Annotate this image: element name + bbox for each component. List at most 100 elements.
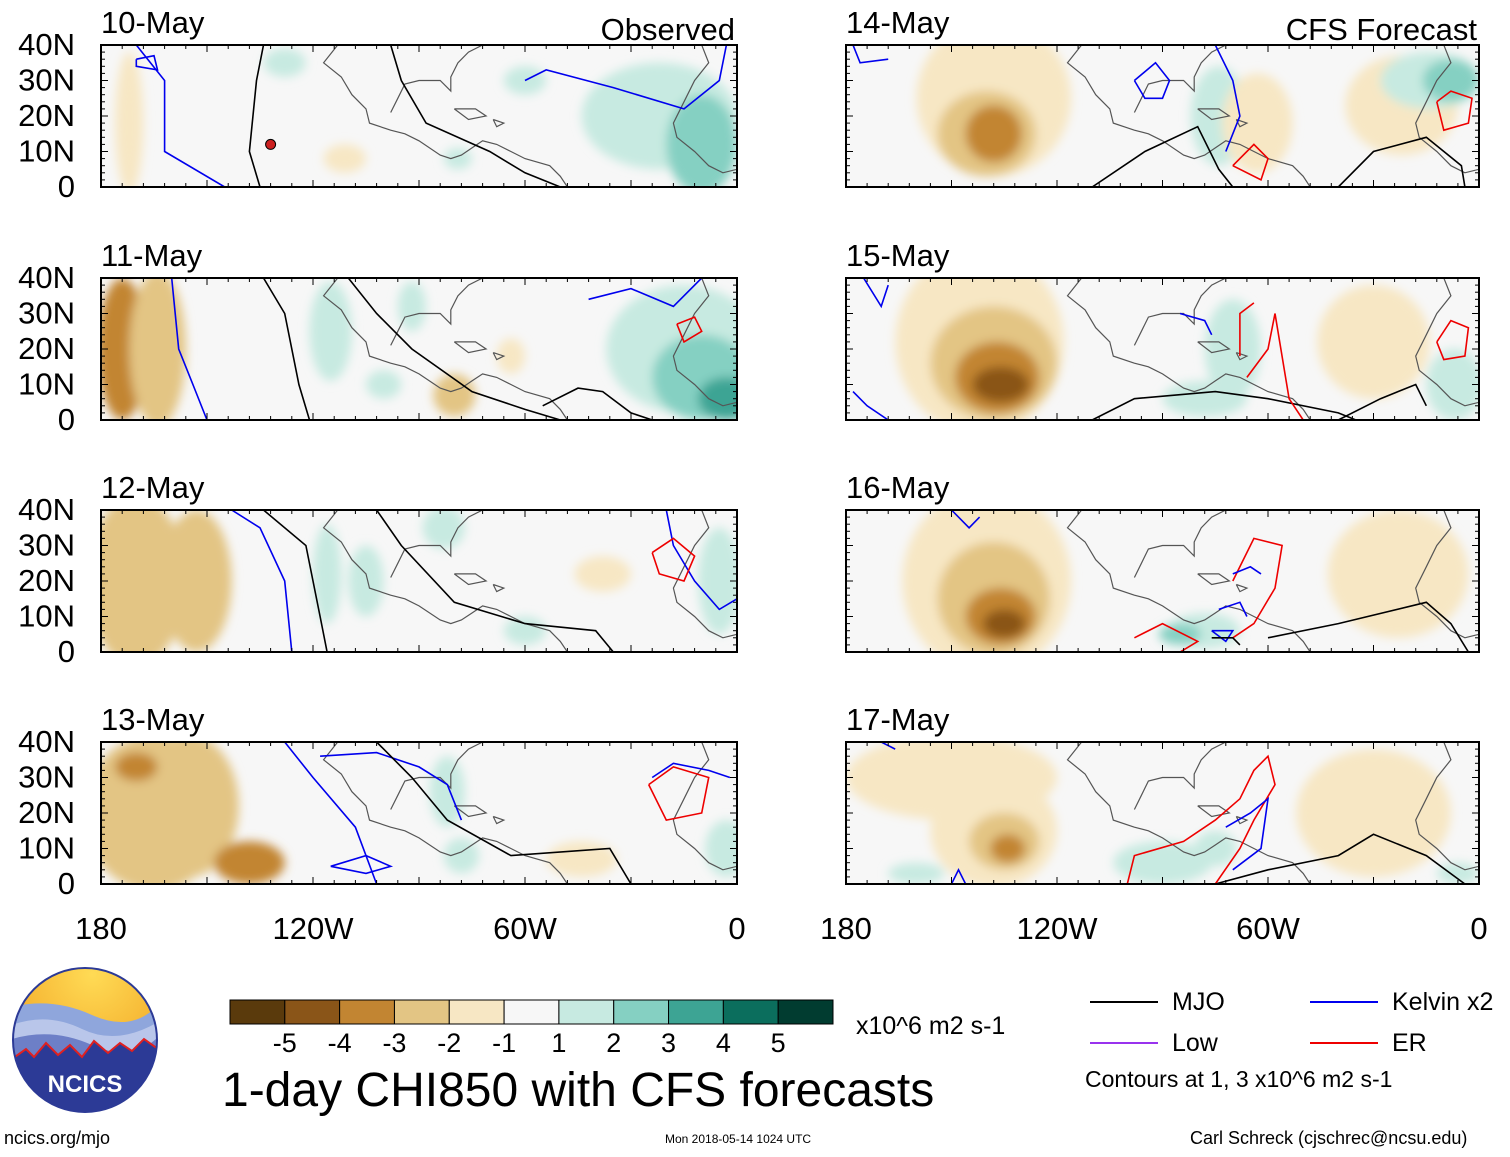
coastline: [1415, 278, 1479, 407]
panel-frame: [845, 277, 1480, 421]
anomaly-shading: [101, 510, 737, 652]
x-tick-label: 120W: [273, 911, 355, 946]
contour-line: [389, 45, 561, 187]
y-tick-label: 30N: [18, 296, 75, 331]
contour-line: [1134, 622, 1200, 652]
y-tick-label: 10N: [18, 367, 75, 402]
coastline: [672, 278, 737, 407]
panel-clip: [852, 45, 1479, 187]
contour-line: [950, 868, 967, 884]
colorbar-swatch: [777, 999, 834, 1025]
x-tick-label: 120W: [1017, 911, 1099, 946]
anomaly-area: [1422, 59, 1479, 102]
logo-text: NCICS: [48, 1071, 123, 1098]
panel-date-label: 10-May: [101, 5, 205, 40]
contour-line: [651, 537, 696, 582]
island: [1235, 583, 1249, 593]
coastline: [390, 45, 483, 113]
anomaly-shading: [101, 278, 737, 420]
contour-line: [1091, 125, 1234, 187]
x-tick-label: 60W: [493, 911, 557, 946]
colorbar-swatch: [613, 999, 670, 1025]
coastline: [390, 278, 483, 346]
panel-column-header: Observed: [601, 12, 735, 47]
colorbar-swatch: [284, 999, 341, 1025]
panel-inner: [902, 510, 1479, 652]
anomaly-area: [309, 281, 352, 381]
anomaly-area: [888, 862, 945, 884]
panel-frame: [100, 277, 738, 421]
anomaly-area: [366, 370, 402, 399]
island: [453, 805, 488, 818]
panel-inner: [101, 278, 737, 420]
panel-clip: [852, 278, 1479, 420]
island: [1197, 805, 1231, 818]
panel-clip: [101, 742, 737, 884]
anomaly-area: [348, 545, 384, 617]
anomaly-area: [1162, 380, 1247, 417]
anomaly-area: [397, 281, 427, 332]
panel-column-header: CFS Forecast: [1286, 12, 1478, 47]
contour-line: [262, 510, 328, 652]
anomaly-area: [1222, 73, 1293, 173]
anomaly-area: [161, 510, 232, 652]
y-tick-label: 0: [58, 634, 75, 669]
panel-date-label: 17-May: [846, 702, 950, 737]
coastline: [1415, 45, 1479, 174]
panel-inner: [101, 510, 737, 652]
panel-ticks: [100, 44, 738, 188]
contour-line: [1232, 143, 1269, 182]
panel-17-May: 17-May 180 120W 60W 0: [820, 702, 1487, 946]
anomaly-area: [323, 144, 366, 173]
colorbar-swatch: [448, 999, 505, 1025]
coastline: [322, 278, 568, 420]
coastline: [1066, 45, 1311, 187]
contour-line: [862, 278, 889, 309]
panel-15-May: 15-May: [845, 238, 1480, 421]
contour-line: [1214, 45, 1241, 152]
contour-line: [1133, 61, 1171, 100]
anomaly-area: [496, 338, 525, 374]
contour-line: [170, 278, 208, 420]
footer-url: ncics.org/mjo: [4, 1128, 111, 1148]
anomaly-area: [972, 366, 1029, 403]
y-tick-label: 30N: [18, 760, 75, 795]
island: [453, 573, 488, 586]
panel-inner: [852, 278, 1479, 420]
anomaly-area: [139, 742, 239, 877]
panel-inner: [852, 45, 1479, 187]
panel-frame: [100, 44, 738, 188]
y-tick-label: 0: [58, 866, 75, 901]
contour-line: [588, 278, 703, 308]
panel-date-label: 14-May: [846, 5, 950, 40]
y-tick-label: 40N: [18, 724, 75, 759]
anomaly-area: [666, 94, 737, 187]
colorbar-label: -3: [382, 1028, 406, 1058]
contour-line: [1179, 312, 1213, 336]
panel-date-label: 15-May: [846, 238, 950, 273]
x-tick-label: 0: [1470, 911, 1487, 946]
legend-label-mjo: MJO: [1172, 988, 1225, 1016]
contour-line: [1232, 537, 1284, 639]
anomaly-area: [263, 48, 306, 77]
contour-line: [852, 391, 889, 420]
y-tick-label: 20N: [18, 331, 75, 366]
colorbar-swatch: [393, 999, 450, 1025]
anomaly-area: [1113, 841, 1212, 884]
contour-line: [676, 316, 703, 344]
coastline: [390, 510, 483, 578]
contour-line: [1126, 754, 1276, 884]
island: [492, 118, 506, 128]
anomaly-area: [115, 52, 144, 187]
anomaly-area: [705, 820, 737, 877]
colorbar-swatch: [668, 999, 724, 1025]
panel-inner: [846, 742, 1479, 884]
anomaly-shading: [101, 742, 737, 884]
colorbar-label: 3: [661, 1028, 676, 1058]
x-tick-label: 180: [820, 911, 872, 946]
panel-inner: [101, 742, 737, 884]
anomaly-area: [433, 373, 476, 417]
coastline: [1415, 742, 1479, 871]
coastline: [1066, 510, 1311, 652]
